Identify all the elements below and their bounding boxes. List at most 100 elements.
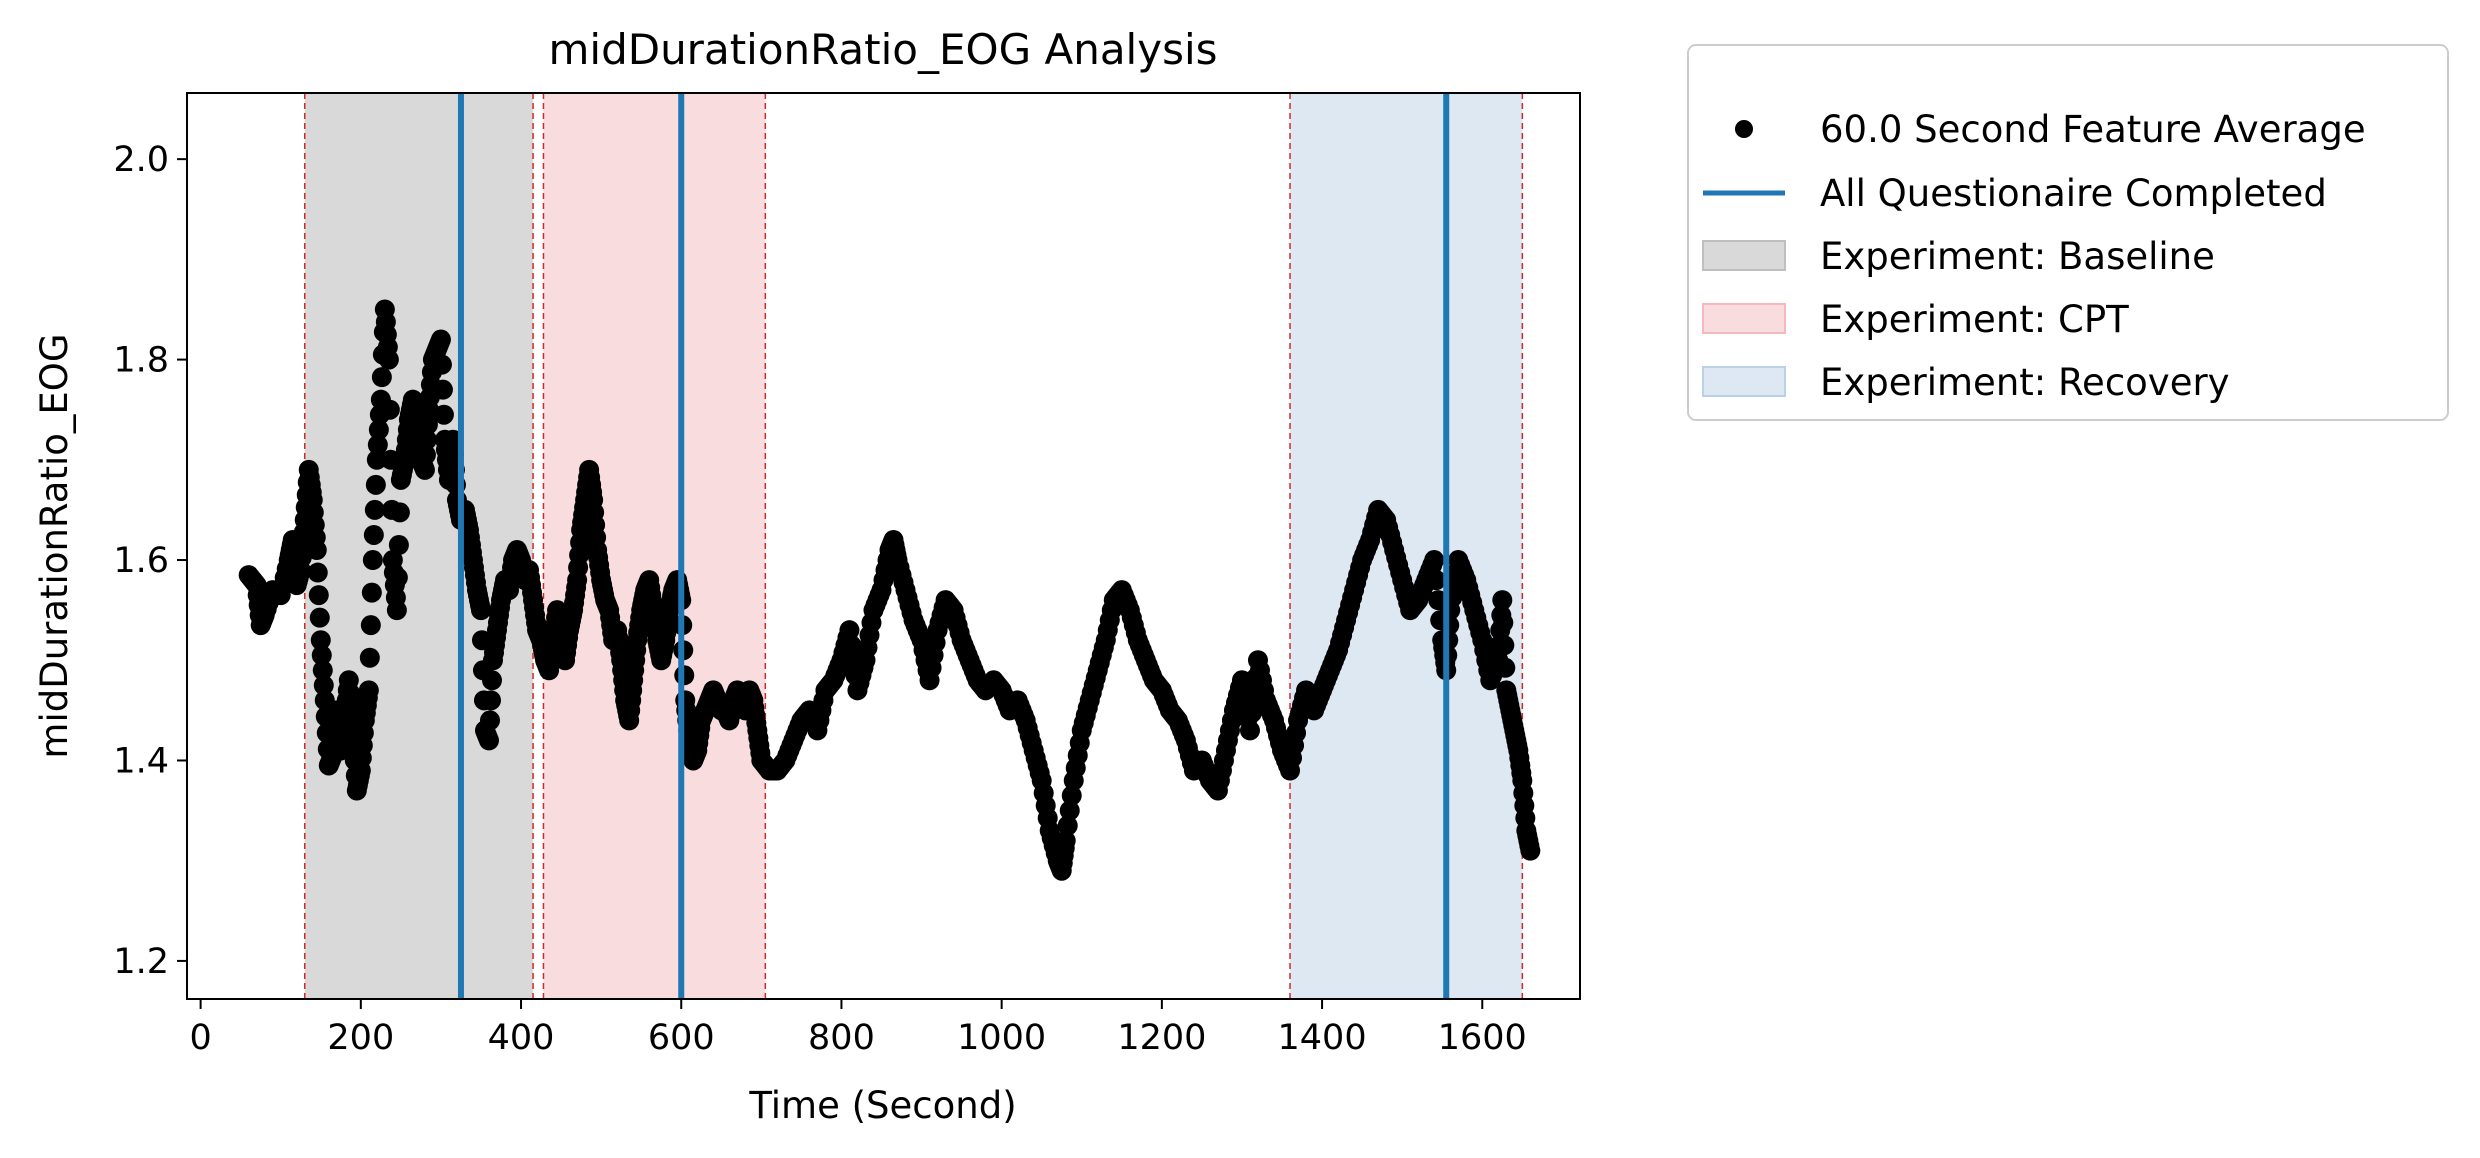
- data-point: [363, 524, 384, 545]
- x-tick-label: 200: [327, 1018, 394, 1058]
- data-point: [479, 710, 500, 731]
- x-tick-label: 1400: [1278, 1018, 1367, 1058]
- legend-cpt-swatch: [1702, 303, 1786, 334]
- data-point: [367, 434, 388, 455]
- data-point: [431, 354, 452, 375]
- data-point: [626, 640, 647, 661]
- data-point: [469, 595, 490, 616]
- legend: 60.0 Second Feature Average All Question…: [1687, 44, 2449, 421]
- data-point: [622, 680, 643, 701]
- x-tick-label: 1000: [957, 1018, 1046, 1058]
- data-point: [1462, 592, 1483, 613]
- legend-label-recovery: Experiment: Recovery: [1820, 361, 2230, 404]
- plot-frame: [186, 92, 1581, 1000]
- data-point: [309, 607, 330, 628]
- chart-title: midDurationRatio_EOG Analysis: [548, 25, 1217, 74]
- data-point: [415, 444, 436, 465]
- data-point: [360, 615, 381, 636]
- legend-label-feature-average: 60.0 Second Feature Average: [1820, 108, 2366, 151]
- data-point: [566, 577, 587, 598]
- y-axis-label: midDurationRatio_EOG: [33, 333, 76, 758]
- x-tick-label: 600: [648, 1018, 715, 1058]
- data-point: [1054, 838, 1075, 859]
- data-point: [853, 657, 874, 678]
- data-point: [387, 567, 408, 588]
- data-point: [1439, 615, 1460, 636]
- y-axis-ticks: 1.2 1.4 1.6 1.8 2.0: [113, 140, 187, 982]
- legend-frame: [1687, 44, 2449, 421]
- data-point: [368, 419, 389, 440]
- data-point: [377, 337, 398, 358]
- data-point: [1253, 680, 1274, 701]
- data-point: [461, 542, 482, 563]
- data-point: [1493, 612, 1514, 633]
- data-point: [1093, 637, 1114, 658]
- x-tick-label: 800: [808, 1018, 875, 1058]
- data-point: [432, 379, 453, 400]
- data-point: [353, 722, 374, 743]
- data-point: [311, 645, 332, 666]
- data-point: [364, 499, 385, 520]
- x-tick-label: 1600: [1438, 1018, 1527, 1058]
- data-point: [385, 587, 406, 608]
- data-point: [1221, 710, 1242, 731]
- data-point: [393, 454, 414, 475]
- data-point: [841, 635, 862, 656]
- y-tick-label: 1.8: [113, 341, 169, 381]
- data-point: [481, 670, 502, 691]
- data-point: [362, 550, 383, 571]
- y-tick-label: 1.4: [113, 741, 169, 781]
- data-point: [1390, 562, 1411, 583]
- data-point: [307, 562, 328, 583]
- data-point: [477, 727, 498, 748]
- data-point: [1061, 785, 1082, 806]
- data-point: [1057, 815, 1078, 836]
- data-point: [586, 527, 607, 548]
- data-point: [674, 665, 695, 686]
- y-tick-label: 1.6: [113, 541, 169, 581]
- data-point: [1021, 732, 1042, 753]
- data-point: [1059, 800, 1080, 821]
- data-point: [1519, 835, 1540, 856]
- data-point: [1511, 763, 1532, 784]
- x-axis-ticks: 0 200 400 600 800 1000 1200 1400 1600: [189, 999, 1527, 1058]
- data-point: [365, 474, 386, 495]
- data-point: [388, 534, 409, 555]
- data-point: [1494, 635, 1515, 656]
- data-point: [361, 582, 382, 603]
- data-point: [433, 404, 454, 425]
- data-point: [1492, 590, 1513, 611]
- data-point: [417, 414, 438, 435]
- data-point: [1515, 808, 1536, 829]
- y-tick-label: 2.0: [113, 140, 169, 180]
- data-point: [1085, 667, 1106, 688]
- data-point: [610, 642, 631, 663]
- experiment-regions: [304, 93, 1524, 999]
- x-tick-label: 0: [189, 1018, 211, 1058]
- data-point: [570, 532, 591, 553]
- data-point: [289, 563, 310, 584]
- data-point: [379, 399, 400, 420]
- legend-label-baseline: Experiment: Baseline: [1820, 235, 2215, 278]
- legend-label-questionnaire: All Questionaire Completed: [1820, 172, 2327, 215]
- data-point: [522, 582, 543, 603]
- data-point: [1342, 587, 1363, 608]
- legend-baseline-swatch: [1702, 240, 1786, 271]
- region-recovery: [1290, 93, 1523, 999]
- data-point: [1241, 702, 1262, 723]
- legend-recovery-swatch: [1702, 366, 1786, 397]
- data-point: [305, 527, 326, 548]
- data-point: [869, 585, 890, 606]
- data-point: [308, 585, 329, 606]
- data-point: [582, 482, 603, 503]
- data-point: [416, 429, 437, 450]
- data-point: [312, 660, 333, 681]
- region-baseline: [304, 93, 534, 999]
- questionnaire-lines: [457, 93, 1450, 999]
- x-tick-label: 400: [488, 1018, 555, 1058]
- data-point: [357, 687, 378, 708]
- data-point: [1422, 555, 1443, 576]
- data-point: [371, 367, 392, 388]
- data-point: [1069, 732, 1090, 753]
